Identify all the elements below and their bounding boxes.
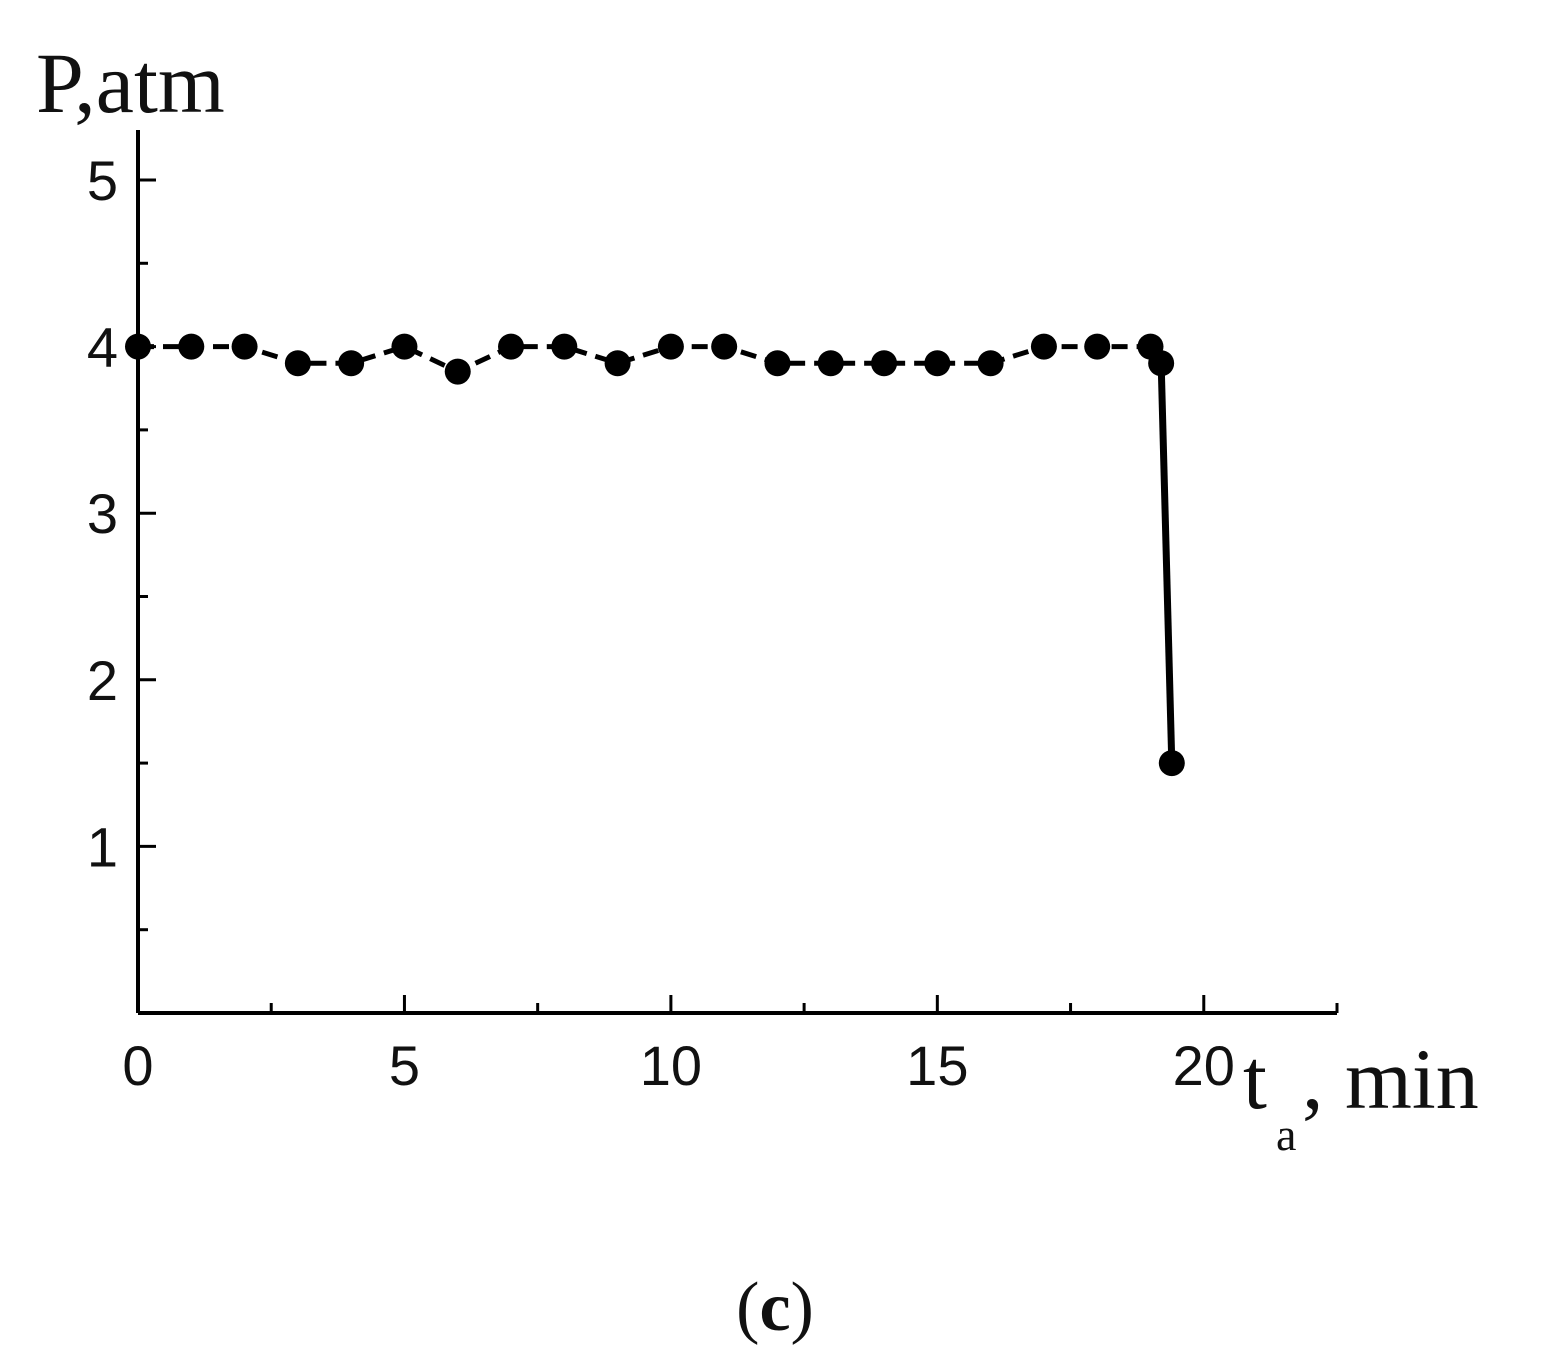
y-axis-label: P,atm <box>36 35 225 131</box>
panel-label-open: ( <box>736 1269 759 1346</box>
panel-label-close: ) <box>791 1269 814 1346</box>
data-point <box>551 333 578 360</box>
data-point <box>924 350 951 377</box>
data-point <box>1030 333 1057 360</box>
data-point <box>338 350 365 377</box>
data-point <box>444 358 471 385</box>
data-point <box>764 350 791 377</box>
series-line-drop <box>1157 363 1176 764</box>
data-point <box>1084 333 1111 360</box>
data-point <box>1158 750 1185 777</box>
x-axis-label-rest: , min <box>1302 1031 1479 1127</box>
y-tick-label: 4 <box>87 316 118 379</box>
x-tick-label: 5 <box>389 1034 420 1097</box>
y-tick-label: 5 <box>87 149 118 212</box>
data-point <box>657 333 684 360</box>
ticks <box>136 178 1339 1013</box>
data-point <box>817 350 844 377</box>
data-point <box>604 350 631 377</box>
data-point <box>284 350 311 377</box>
data-point <box>125 333 151 360</box>
x-tick-label: 15 <box>906 1034 968 1097</box>
data-point <box>391 333 418 360</box>
data-point <box>711 333 738 360</box>
x-tick-label: 20 <box>1173 1034 1235 1097</box>
y-tick-label: 1 <box>87 815 118 878</box>
data-point <box>871 350 898 377</box>
panel-label: (c) <box>736 1269 814 1346</box>
data-series <box>125 333 1185 777</box>
tick-labels: 0 5 10 15 20 1 2 3 4 5 <box>87 149 1235 1097</box>
y-tick-label: 3 <box>87 482 118 545</box>
data-point <box>498 333 525 360</box>
x-tick-label: 10 <box>640 1034 702 1097</box>
data-point <box>231 333 258 360</box>
x-tick-label: 0 <box>122 1034 153 1097</box>
x-axis-label: t a , min <box>1243 1031 1479 1160</box>
axes <box>136 130 1337 1015</box>
y-tick-label: 2 <box>87 649 118 712</box>
data-point <box>178 333 205 360</box>
x-axis-label-sub: a <box>1276 1109 1296 1160</box>
data-point <box>977 350 1004 377</box>
data-point <box>1148 350 1175 377</box>
x-axis-label-main: t <box>1243 1031 1267 1127</box>
panel-label-letter: c <box>759 1269 790 1346</box>
